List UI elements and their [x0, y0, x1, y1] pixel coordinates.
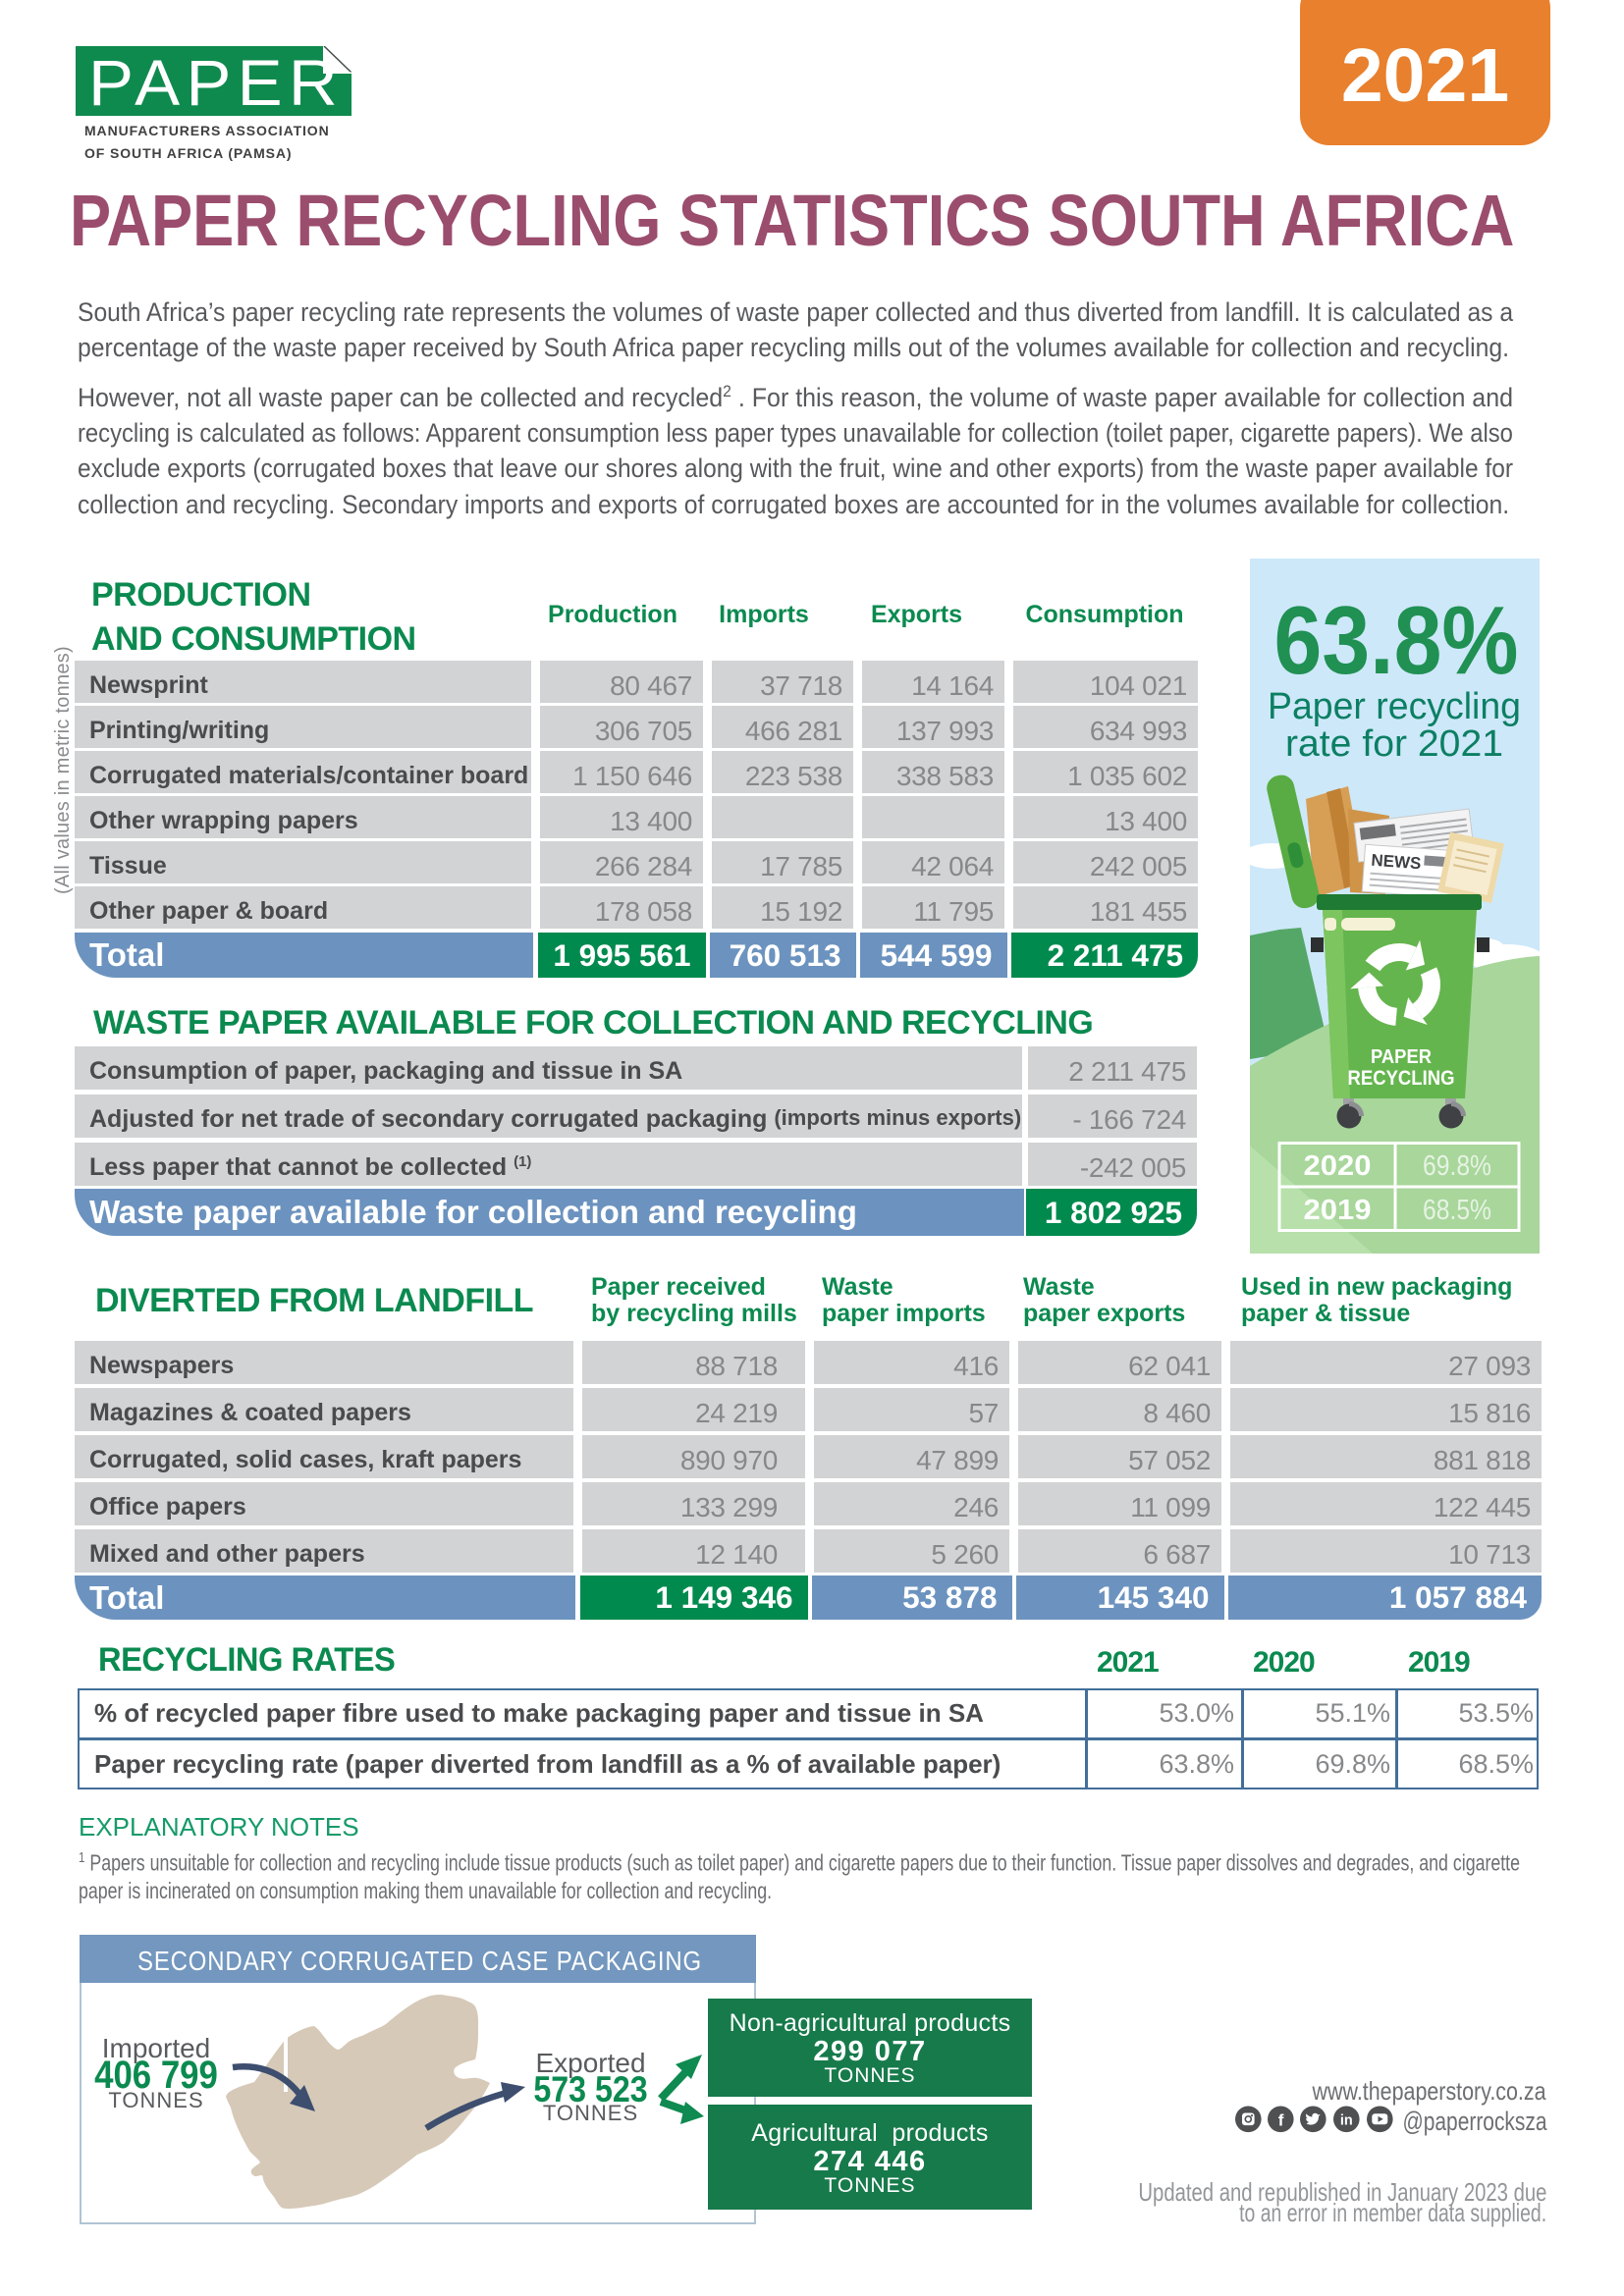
svg-text:NEWS: NEWS — [1371, 851, 1422, 874]
svg-text:Paper recycling: Paper recycling — [1268, 686, 1521, 727]
svg-text:2019: 2019 — [1304, 1195, 1372, 1226]
svg-text:68.5%: 68.5% — [1423, 1195, 1491, 1226]
svg-text:63.8%: 63.8% — [1274, 586, 1519, 694]
svg-text:rate for 2021: rate for 2021 — [1285, 723, 1503, 765]
svg-text:in: in — [1340, 2113, 1353, 2129]
svg-text:2020: 2020 — [1304, 1150, 1372, 1182]
svg-text:PAPER: PAPER — [88, 46, 344, 116]
svg-text:RECYCLING: RECYCLING — [1348, 1067, 1455, 1090]
svg-text:PAPER: PAPER — [1371, 1046, 1433, 1068]
svg-text:69.8%: 69.8% — [1423, 1150, 1491, 1182]
svg-text:f: f — [1278, 2111, 1284, 2130]
